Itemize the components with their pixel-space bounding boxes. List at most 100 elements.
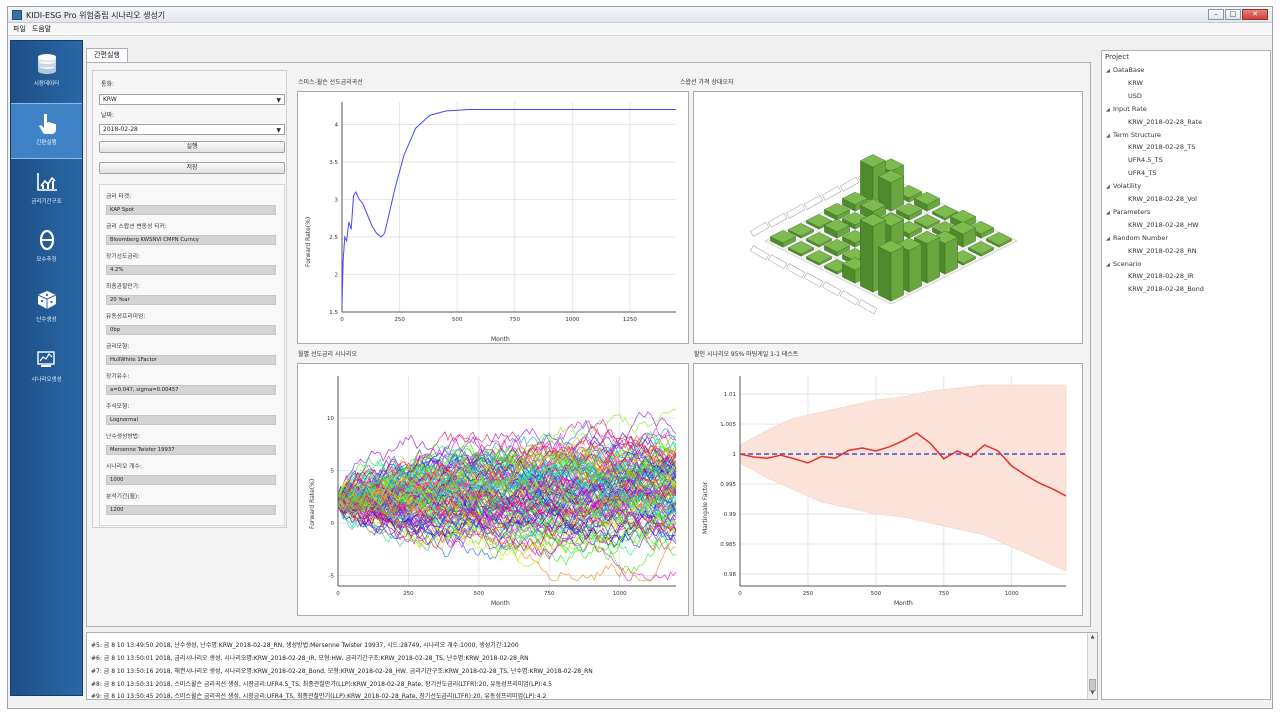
bar-top (805, 232, 833, 246)
y-tick-label: 1.005 (720, 422, 736, 428)
martingale-title: 할인 시나리오 95% 마팅게일 1-1 테스트 (694, 351, 799, 358)
nav-item-quick-run[interactable]: 간편실행 (11, 103, 82, 159)
bar-top (841, 212, 869, 226)
grid-line (890, 240, 1018, 305)
bar-top (805, 250, 833, 264)
tree-item[interactable]: UFR4.5_TS (1128, 156, 1163, 164)
tree-label: UFR4.5_TS (1128, 156, 1163, 165)
x-tick-label: 500 (871, 591, 882, 597)
tree-item[interactable]: KRW_2018-02-28_Bond (1128, 285, 1204, 293)
info-value: a=0.047, sigma=0.00457 (106, 385, 276, 395)
expand-arrow-icon[interactable]: ◢ (1106, 261, 1110, 268)
tree-item[interactable]: UFR4_TS (1128, 169, 1157, 177)
tree-item[interactable]: KRW_2018-02-28_TS (1128, 143, 1195, 151)
bar (913, 214, 941, 230)
expand-arrow-icon[interactable]: ◢ (1106, 106, 1110, 113)
expand-arrow-icon[interactable]: ◢ (1106, 184, 1110, 191)
bar (769, 230, 797, 248)
tree-folder[interactable]: ◢ Input Rate (1106, 105, 1147, 113)
bar-top (823, 203, 851, 217)
tree-item[interactable]: KRW (1128, 79, 1143, 87)
swaption-error-chart (693, 91, 1083, 344)
scenario-path (337, 447, 677, 502)
expand-arrow-icon[interactable]: ◢ (1106, 68, 1110, 74)
y-axis-label: Forward Rate(%) (305, 217, 312, 267)
nav-label-scenario-generation: 시나리오생성 (31, 377, 62, 383)
menu-file[interactable]: 파일 (13, 25, 26, 33)
scroll-thumb[interactable] (1089, 679, 1096, 691)
bar (967, 241, 995, 257)
scenario-path (337, 432, 677, 507)
tree-item[interactable]: KRW_2018-02-28_IR (1128, 272, 1194, 280)
expand-arrow-icon[interactable]: ◢ (1106, 235, 1110, 242)
bar (805, 214, 833, 230)
nav-item-term-structure[interactable]: 금리기간구조 (11, 163, 82, 219)
tree-item[interactable]: KRW_2018-02-28_RN (1128, 247, 1197, 255)
bar-top (895, 237, 923, 251)
app-icon (12, 10, 22, 20)
forward-rate-line (341, 109, 676, 305)
tree-item[interactable]: KRW_2018-02-28_HW (1128, 221, 1199, 229)
x-tick-label: 0 (340, 317, 344, 323)
y-tick-label: -5 (329, 574, 335, 580)
project-panel: Project ◢ DataBase KRW USD ◢ Input Rate KRW_20… (1101, 50, 1271, 700)
tree-folder[interactable]: ◢ Volatility (1106, 182, 1141, 190)
tree-folder[interactable]: ◢ Term Structure (1106, 131, 1161, 139)
tree-label: KRW_2018-02-28_Vol (1128, 195, 1197, 203)
bar-top (985, 232, 1013, 246)
martingale-chart: 0 250 500 750 1000 0.98 0.985 0.99 0.995 1 1.005 1.… (693, 363, 1083, 616)
nav-item-market-data[interactable]: 시장데이터 (11, 45, 82, 101)
maximize-button[interactable]: □ (1225, 9, 1241, 20)
x-tick-label: 0 (336, 591, 340, 597)
x-tick-label: 250 (394, 317, 405, 323)
log-scrollbar[interactable]: ▲ ▼ (1087, 633, 1097, 699)
info-value: 20 Year (106, 295, 276, 305)
tree-folder[interactable]: ◢ Parameters (1106, 208, 1150, 216)
nav-item-random-number[interactable]: 난수생성 (11, 281, 82, 337)
scenario-paths-title: 월별 선도금리 시나리오 (298, 351, 358, 358)
bar-top (877, 240, 905, 254)
bar (823, 203, 851, 221)
tree-item[interactable]: KRW_2018-02-28_Rate (1128, 118, 1202, 126)
close-button[interactable]: ✕ (1242, 9, 1268, 20)
y-tick-label: 1 (733, 452, 737, 458)
forward-curve-svg: 0 250 500 750 1000 1250 1.5 2 2.5 3 3.5 4 Forward R… (305, 102, 676, 343)
tree-label: Term Structure (1113, 130, 1162, 139)
run-button[interactable]: 실행 (99, 141, 285, 153)
scroll-down-icon[interactable]: ▼ (1090, 690, 1095, 696)
y-tick-label: 0 (331, 521, 335, 527)
scroll-up-icon[interactable]: ▲ (1090, 634, 1095, 640)
x-tick-label: 500 (452, 317, 463, 323)
tree-label: Volatility (1113, 182, 1142, 191)
tree-folder[interactable]: ◢ Random Number (1106, 234, 1168, 242)
x-axis-label: Month (491, 600, 510, 607)
bar-top (931, 205, 959, 219)
scenario-path (337, 495, 677, 556)
date-select[interactable]: 2018-02-28 ▼ (99, 124, 285, 135)
tab-quick-run[interactable]: 간편실행 (86, 48, 128, 63)
info-value: 0bp (106, 325, 276, 335)
scenario-path (337, 481, 677, 532)
tree-folder[interactable]: ◢ Scenario (1106, 260, 1141, 268)
menu-help[interactable]: 도움말 (31, 25, 52, 33)
bar (877, 169, 905, 212)
tree-label: KRW_2018-02-28_RN (1128, 246, 1197, 255)
tree-item[interactable]: KRW_2018-02-28_Vol (1128, 195, 1197, 203)
bar-top (787, 241, 815, 255)
tree-label: USD (1128, 91, 1142, 100)
expand-arrow-icon[interactable]: ◢ (1106, 209, 1110, 216)
martingale-svg: 0 250 500 750 1000 0.98 0.985 0.99 0.995 1 1.005 1.… (702, 376, 1067, 607)
nav-item-parameter-estimation[interactable]: 모수추정 (11, 221, 82, 277)
axis-tick-box (749, 245, 770, 261)
minimize-button[interactable]: – (1208, 9, 1224, 20)
y-axis-label: Martingale Factor (702, 481, 709, 534)
save-button[interactable]: 저장 (99, 162, 285, 174)
tree-folder[interactable]: ◢ DataBase (1106, 66, 1144, 74)
nav-item-scenario-generation[interactable]: 시나리오생성 (11, 341, 82, 397)
scenario-path (337, 487, 677, 582)
expand-arrow-icon[interactable]: ◢ (1106, 132, 1110, 139)
tree-item[interactable]: USD (1128, 92, 1142, 100)
chevron-down-icon: ▼ (276, 97, 281, 104)
currency-select[interactable]: KRW ▼ (99, 94, 285, 105)
bar-face (890, 246, 904, 302)
